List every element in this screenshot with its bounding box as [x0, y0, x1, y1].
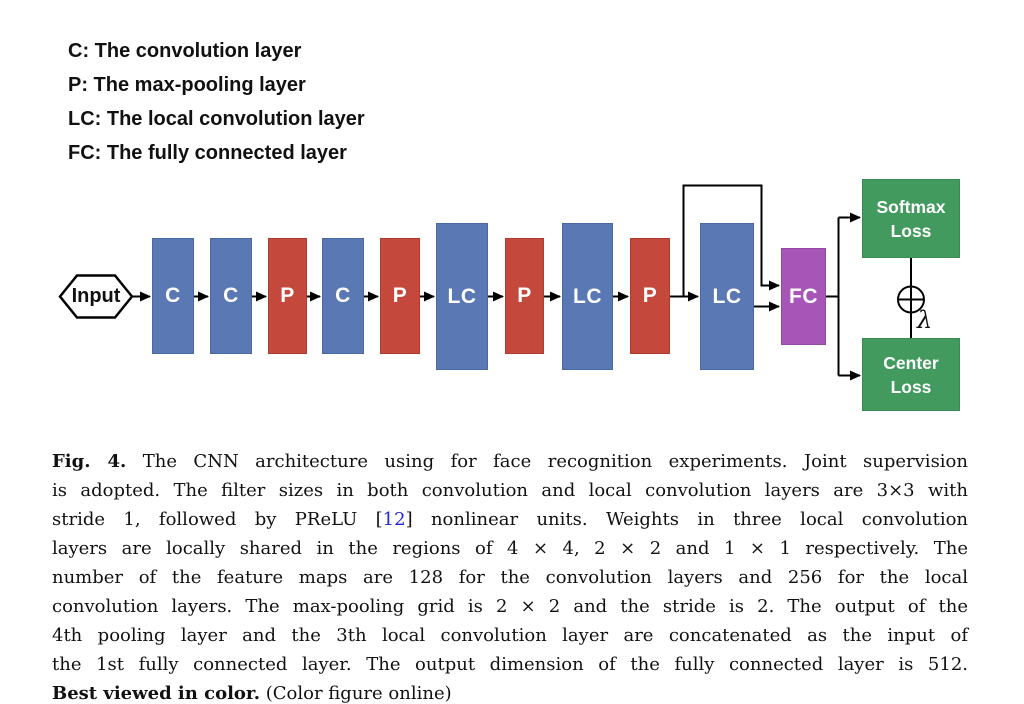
figure-label: Fig. 4. [52, 451, 127, 472]
best-viewed-note: Best viewed in color. [52, 683, 261, 704]
local-conv-layer-1: LC [436, 223, 488, 370]
caption-line: Best viewed in color. (Color figure onli… [52, 683, 452, 704]
pool-layer-4: P [630, 238, 670, 354]
figure-caption: Fig. 4. The CNN architecture using for f… [52, 447, 968, 704]
local-conv-layer-3: LC [700, 223, 754, 370]
caption-line: is adopted. The filter sizes in both con… [52, 480, 968, 501]
fc-layer: FC [781, 248, 826, 345]
pool-layer-3: P [505, 238, 544, 354]
conv-layer-1: C [152, 238, 194, 354]
conv-layer-2: C [210, 238, 252, 354]
legend-item-fc: FC: The fully connected layer [68, 142, 347, 164]
caption-line: layers are locally shared in the regions… [52, 538, 968, 559]
legend-item-c: C: The convolution layer [68, 40, 302, 62]
caption-line: 4th pooling layer and the 3th local conv… [52, 625, 968, 646]
pool-layer-1: P [268, 238, 307, 354]
softmax-loss-box: Softmax Loss [862, 179, 960, 258]
pool-layer-2: P [380, 238, 420, 354]
caption-line: number of the feature maps are 128 for t… [52, 567, 968, 588]
lambda-symbol: λ [917, 306, 933, 334]
caption-line: Fig. 4. The CNN architecture using for f… [52, 451, 968, 472]
input-node-label: Input [71, 285, 121, 307]
legend-item-lc: LC: The local convolution layer [68, 108, 365, 130]
center-loss-box: Center Loss [862, 338, 960, 411]
caption-line: stride 1, followed by PReLU [12] nonline… [52, 509, 969, 530]
caption-line: convolution layers. The max-pooling grid… [52, 596, 968, 617]
caption-line: the 1st fully connected layer. The outpu… [52, 654, 968, 675]
citation-link-12[interactable]: 12 [382, 509, 406, 530]
legend-item-p: P: The max-pooling layer [68, 74, 306, 96]
conv-layer-3: C [322, 238, 364, 354]
legend: C: The convolution layer P: The max-pool… [68, 34, 365, 170]
local-conv-layer-2: LC [562, 223, 613, 370]
